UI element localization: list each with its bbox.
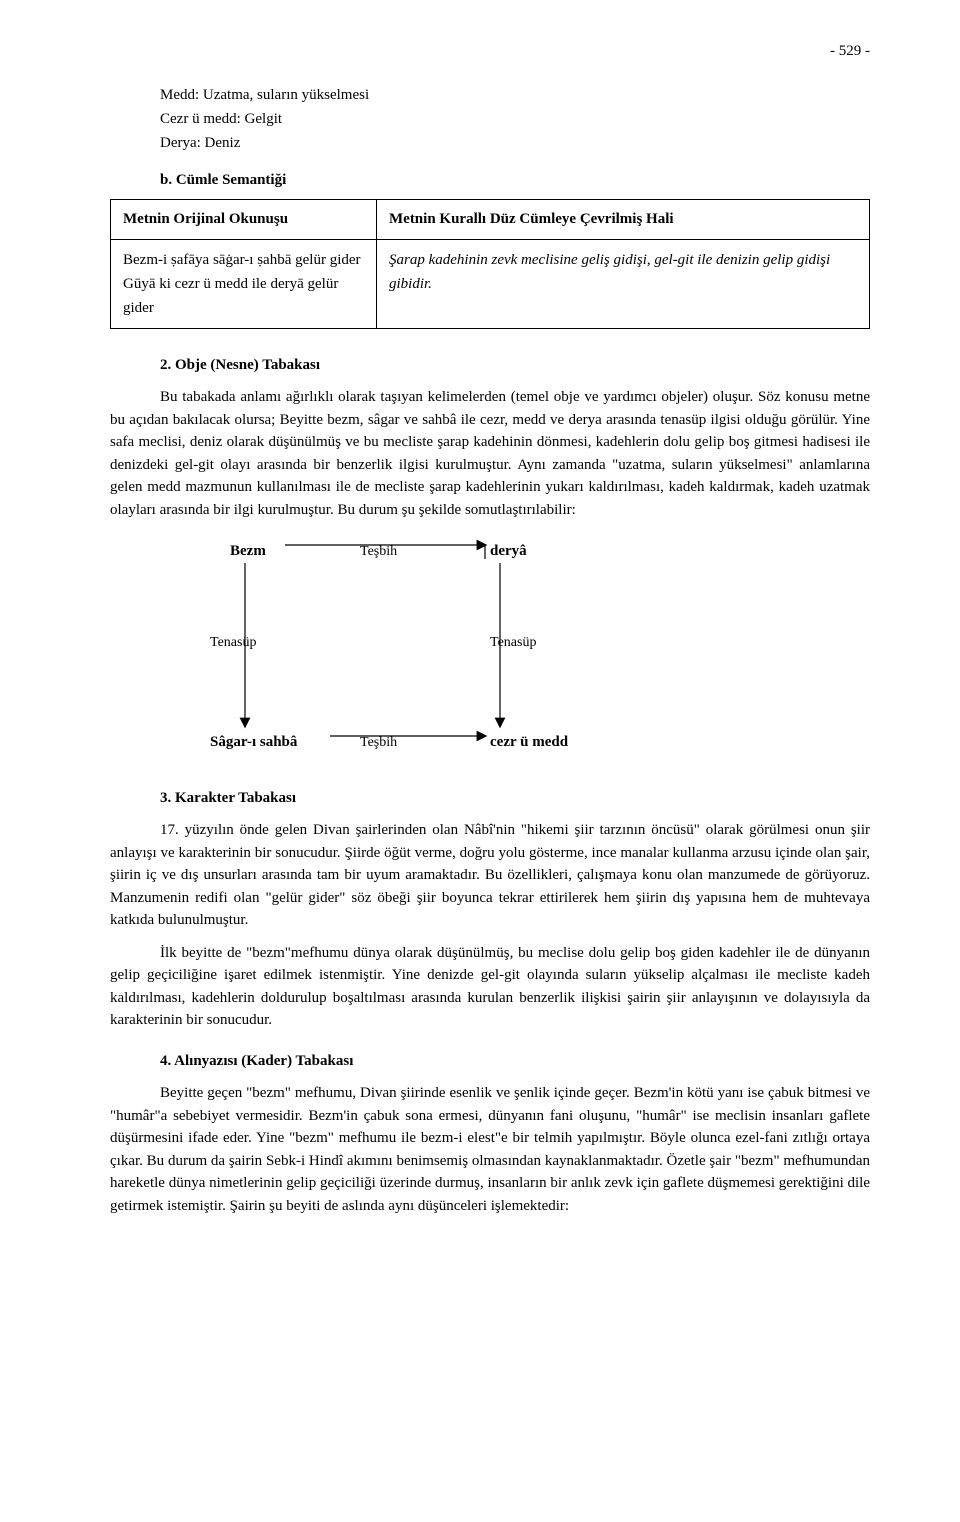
definitions-block: Medd: Uzatma, suların yükselmesi Cezr ü …	[160, 83, 870, 155]
compare-table: Metnin Orijinal Okunuşu Metnin Kurallı D…	[110, 199, 870, 329]
section-2-p1: Bu tabakada anlamı ağırlıklı olarak taşı…	[110, 386, 870, 521]
table-cell-left: Bezm-i ṣafāya sāġar-ı ṣahbā gelür gider …	[111, 239, 377, 328]
svg-text:Sâgar-ı sahbâ: Sâgar-ı sahbâ	[210, 734, 298, 750]
left-cell-line-2: Gūyā ki cezr ü medd ile deryā gelür gide…	[123, 272, 364, 320]
diagram-wrap: Bezm Teşbih deryâ Tenasüp Tenasüp Sâgar-ı sah…	[110, 531, 870, 769]
svg-text:Tenasüp: Tenasüp	[210, 635, 256, 650]
left-cell-line-1: Bezm-i ṣafāya sāġar-ı ṣahbā gelür gider	[123, 248, 364, 272]
section-3-p2: İlk beyitte de "bezm"mefhumu dünya olara…	[110, 942, 870, 1032]
svg-text:Tenasüp: Tenasüp	[490, 635, 536, 650]
section-3-heading: 3. Karakter Tabakası	[160, 787, 870, 810]
right-cell-text: Şarap kadehinin zevk meclisine geliş gid…	[389, 248, 857, 296]
table-cell-right: Şarap kadehinin zevk meclisine geliş gid…	[377, 239, 870, 328]
table-header-right: Metnin Kurallı Düz Cümleye Çevrilmiş Hal…	[377, 200, 870, 240]
page-number: - 529 -	[110, 40, 870, 63]
section-4-p1: Beyitte geçen "bezm" mefhumu, Divan şiir…	[110, 1082, 870, 1217]
def-line-2: Cezr ü medd: Gelgit	[160, 107, 870, 131]
section-4-heading: 4. Alınyazısı (Kader) Tabakası	[160, 1050, 870, 1073]
svg-text:Teşbih: Teşbih	[360, 735, 397, 750]
svg-text:Bezm: Bezm	[230, 543, 266, 559]
svg-text:deryâ: deryâ	[490, 543, 527, 559]
diagram-svg: Bezm Teşbih deryâ Tenasüp Tenasüp Sâgar-ı sah…	[110, 531, 710, 761]
section-2-heading: 2. Obje (Nesne) Tabakası	[160, 354, 870, 377]
svg-text:Teşbih: Teşbih	[360, 544, 397, 559]
def-line-3: Derya: Deniz	[160, 131, 870, 155]
def-line-1: Medd: Uzatma, suların yükselmesi	[160, 83, 870, 107]
svg-text:cezr ü medd: cezr ü medd	[490, 734, 569, 750]
section-3-p1: 17. yüzyılın önde gelen Divan şairlerind…	[110, 819, 870, 932]
table-header-left: Metnin Orijinal Okunuşu	[111, 200, 377, 240]
section-b-heading: b. Cümle Semantiği	[160, 169, 870, 192]
